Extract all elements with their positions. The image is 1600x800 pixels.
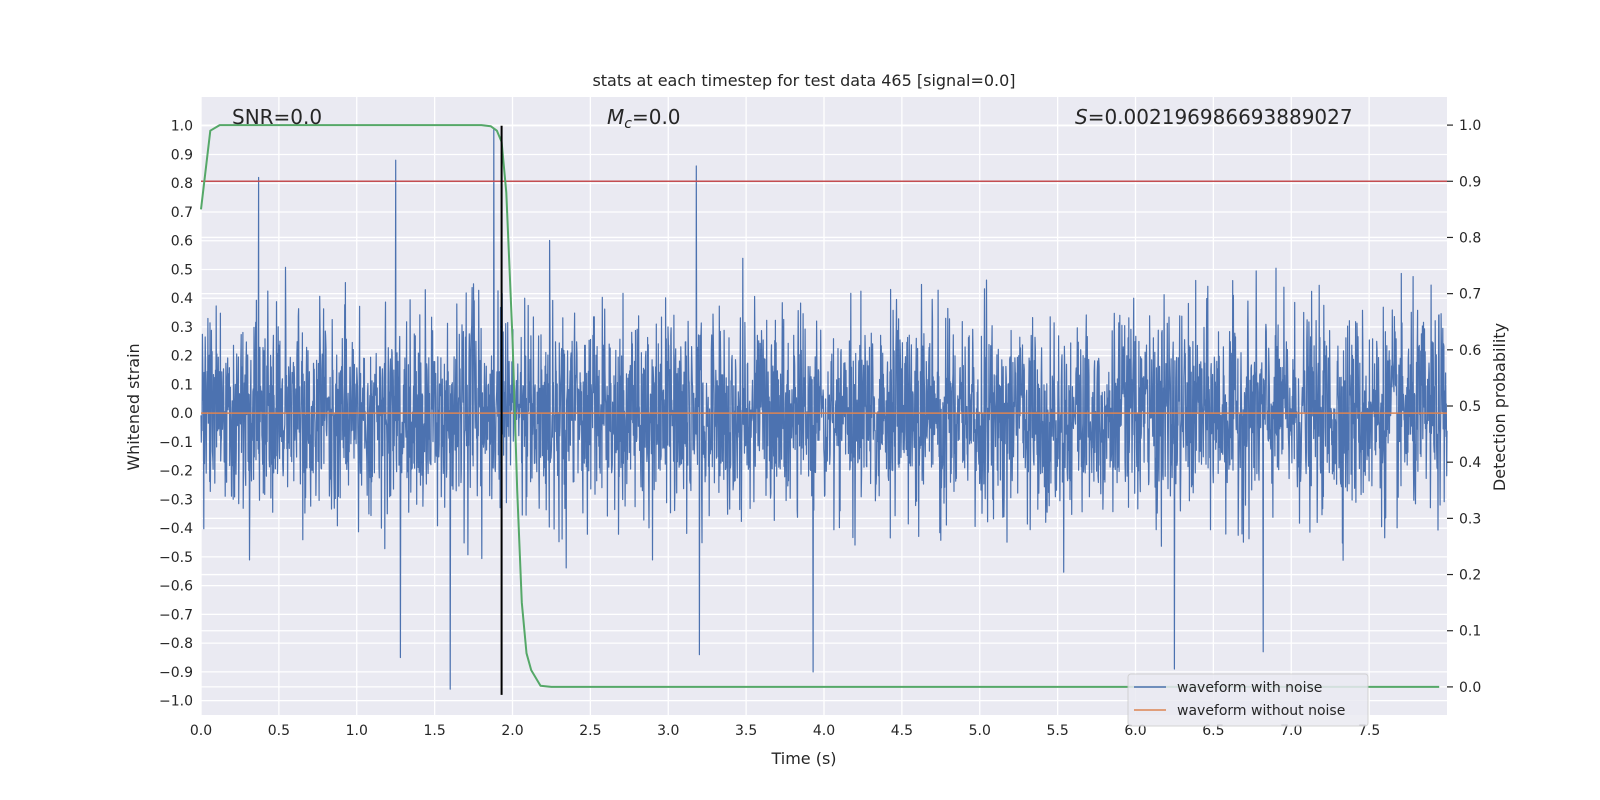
waveform-with-noise-series <box>200 128 1448 690</box>
right-y-tick-label: 0.1 <box>1459 624 1481 640</box>
s-symbol: S <box>1075 105 1088 129</box>
right-y-axis-label: Detection probability <box>1490 323 1509 491</box>
x-tick-label: 2.0 <box>501 723 523 739</box>
right-y-tick-label: 0.4 <box>1459 455 1481 471</box>
right-y-tick-label: 0.8 <box>1459 230 1481 246</box>
left-y-tick-label: 0.4 <box>171 291 193 307</box>
x-axis-label: Time (s) <box>770 749 836 768</box>
right-y-tick-label: 0.0 <box>1459 680 1481 696</box>
x-tick-label: 4.0 <box>813 723 835 739</box>
left-y-tick-label: 0.3 <box>171 320 193 336</box>
chart-title: stats at each timestep for test data 465… <box>592 71 1015 90</box>
x-tick-label: 1.5 <box>423 723 445 739</box>
left-y-tick-label: −0.6 <box>159 579 193 595</box>
left-y-tick-label: −0.9 <box>159 665 193 681</box>
right-y-tick-label: 0.7 <box>1459 287 1481 303</box>
detection-probability-series <box>200 124 1447 695</box>
x-tick-label: 5.5 <box>1046 723 1068 739</box>
right-y-tick-label: 0.2 <box>1459 568 1481 584</box>
chirp-mass-symbol: M <box>607 105 624 129</box>
x-tick-label: 4.5 <box>891 723 913 739</box>
x-tick-label: 2.5 <box>579 723 601 739</box>
legend-label-clean: waveform without noise <box>1177 703 1345 719</box>
left-y-tick-label: 1.0 <box>171 119 193 135</box>
left-y-axis-label: Whitened strain <box>124 343 143 470</box>
x-tick-label: 7.5 <box>1358 723 1380 739</box>
right-y-tick-label: 0.3 <box>1459 511 1481 527</box>
right-y-tick-label: 0.6 <box>1459 343 1481 359</box>
right-y-tick-label: 0.5 <box>1459 399 1481 415</box>
legend: waveform with noise waveform without noi… <box>1127 673 1369 727</box>
left-y-tick-label: −0.8 <box>159 636 193 652</box>
left-y-tick-label: −1.0 <box>159 694 193 710</box>
noisy-waveform-line <box>200 128 1448 690</box>
legend-box <box>1127 673 1369 727</box>
left-y-tick-label: −0.4 <box>159 521 193 537</box>
x-tick-label: 3.5 <box>735 723 757 739</box>
chirp-mass-value: =0.0 <box>632 105 681 129</box>
left-y-axis-ticks: 1.0 0.9 0.8 0.7 0.6 0.5 0.4 0.3 0.2 0.1 0.0 −0.1 −0.… <box>159 119 193 710</box>
right-y-axis-ticks: 1.0 0.9 0.8 0.7 0.6 0.5 0.4 0.3 0.2 0.1 0.0 <box>1447 118 1481 696</box>
s-annotation: S=0.002196986693889027 <box>1075 105 1353 129</box>
x-tick-label: 6.0 <box>1124 723 1146 739</box>
left-y-tick-label: −0.1 <box>159 435 193 451</box>
chirp-mass-subscript: c <box>624 116 632 132</box>
snr-annotation: SNR=0.0 <box>232 105 322 129</box>
right-y-tick-label: 0.9 <box>1459 174 1481 190</box>
left-y-tick-label: 0.2 <box>171 349 193 365</box>
x-tick-label: 1.0 <box>346 723 368 739</box>
left-y-tick-label: −0.5 <box>159 550 193 566</box>
left-y-tick-label: 0.1 <box>171 377 193 393</box>
x-tick-label: 3.0 <box>657 723 679 739</box>
left-y-tick-label: 0.5 <box>171 262 193 278</box>
left-y-tick-label: 0.0 <box>171 406 193 422</box>
left-y-tick-label: −0.3 <box>159 492 193 508</box>
left-y-tick-label: −0.7 <box>159 607 193 623</box>
x-axis-ticks: 0.0 0.5 1.0 1.5 2.0 2.5 3.0 3.5 4.0 4.5 5.0 5.5 6.0 6… <box>190 723 1380 739</box>
left-y-tick-label: 0.9 <box>171 147 193 163</box>
left-y-tick-label: −0.2 <box>159 464 193 480</box>
x-tick-label: 6.5 <box>1202 723 1224 739</box>
x-tick-label: 7.0 <box>1280 723 1302 739</box>
x-tick-label: 5.0 <box>969 723 991 739</box>
right-y-tick-label: 1.0 <box>1459 118 1481 134</box>
detection-probability-line <box>200 124 1440 688</box>
x-tick-label: 0.5 <box>268 723 290 739</box>
chirp-mass-annotation: Mc=0.0 <box>607 105 681 132</box>
left-y-tick-label: 0.6 <box>171 234 193 250</box>
left-y-tick-label: 0.8 <box>171 176 193 192</box>
s-value: =0.002196986693889027 <box>1088 105 1353 129</box>
left-y-tick-label: 0.7 <box>171 205 193 221</box>
legend-label-noisy: waveform with noise <box>1177 680 1322 696</box>
x-tick-label: 0.0 <box>190 723 212 739</box>
